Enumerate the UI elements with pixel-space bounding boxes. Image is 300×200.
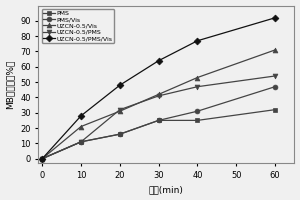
PMS — [196, 119, 199, 122]
UZCN-0.5/Vis — [273, 49, 277, 51]
UZCN-0.5/Vis — [118, 110, 122, 112]
Y-axis label: MB去除率（%）: MB去除率（%） — [6, 60, 15, 109]
PMS/Vis — [40, 157, 44, 160]
PMS/Vis — [118, 133, 122, 135]
PMS/Vis — [196, 110, 199, 112]
X-axis label: 时间(min): 时间(min) — [149, 185, 184, 194]
UZCN-0.5/PMS — [40, 157, 44, 160]
UZCN-0.5/Vis — [157, 93, 160, 96]
PMS — [118, 133, 122, 135]
UZCN-0.5/PMS — [118, 108, 122, 111]
PMS — [79, 141, 83, 143]
UZCN-0.5/Vis — [40, 157, 44, 160]
UZCN-0.5/PMS/Vis — [196, 40, 199, 42]
Line: UZCN-0.5/PMS: UZCN-0.5/PMS — [40, 74, 278, 161]
PMS/Vis — [157, 119, 160, 122]
PMS/Vis — [79, 141, 83, 143]
UZCN-0.5/PMS — [273, 75, 277, 77]
UZCN-0.5/Vis — [196, 76, 199, 79]
PMS — [40, 157, 44, 160]
Legend: PMS, PMS/Vis, UZCN-0.5/Vis, UZCN-0.5/PMS, UZCN-0.5/PMS/Vis: PMS, PMS/Vis, UZCN-0.5/Vis, UZCN-0.5/PMS… — [41, 9, 114, 43]
UZCN-0.5/PMS — [196, 85, 199, 88]
Line: PMS/Vis: PMS/Vis — [40, 84, 278, 161]
UZCN-0.5/PMS — [79, 141, 83, 143]
PMS — [157, 119, 160, 122]
UZCN-0.5/PMS/Vis — [79, 115, 83, 117]
UZCN-0.5/PMS/Vis — [118, 84, 122, 86]
Line: UZCN-0.5/Vis: UZCN-0.5/Vis — [40, 48, 278, 161]
PMS — [273, 108, 277, 111]
PMS/Vis — [273, 85, 277, 88]
Line: PMS: PMS — [40, 107, 278, 161]
UZCN-0.5/PMS/Vis — [273, 17, 277, 19]
UZCN-0.5/PMS/Vis — [157, 59, 160, 62]
UZCN-0.5/PMS/Vis — [40, 157, 44, 160]
UZCN-0.5/Vis — [79, 125, 83, 128]
UZCN-0.5/PMS — [157, 95, 160, 97]
Line: UZCN-0.5/PMS/Vis: UZCN-0.5/PMS/Vis — [40, 15, 278, 161]
